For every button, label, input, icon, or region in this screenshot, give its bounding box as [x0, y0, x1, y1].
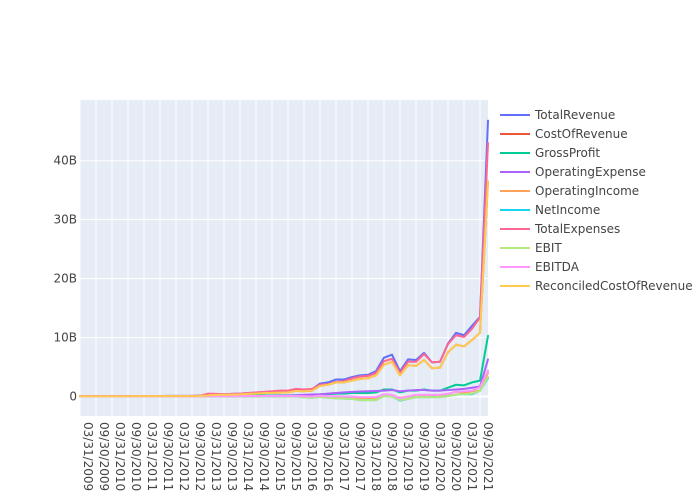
legend-label: OperatingIncome	[535, 184, 639, 198]
x-tick-label: 03/31/2013	[209, 422, 223, 491]
series-line-reconciledcostofrevenue	[79, 180, 489, 398]
legend-label: EBITDA	[535, 260, 580, 274]
x-tick-label: 03/31/2016	[305, 422, 319, 491]
legend-label: TotalExpenses	[534, 222, 620, 236]
x-tick-label: 09/30/2018	[385, 422, 399, 491]
x-tick-label: 03/31/2010	[113, 422, 127, 491]
y-tick-label: 10B	[53, 331, 77, 345]
legend-item-ebitda[interactable]: EBITDA	[500, 260, 580, 274]
legend-label: NetIncome	[535, 203, 600, 217]
legend-label: TotalRevenue	[534, 108, 615, 122]
x-tick-label: 09/30/2009	[97, 422, 111, 491]
x-tick-label: 09/30/2015	[289, 422, 303, 491]
legend-label: GrossProfit	[535, 146, 600, 160]
grid-lines	[79, 100, 488, 416]
legend-label: EBIT	[535, 241, 562, 255]
y-axis: 0 10B 20B 30B 40B	[53, 154, 77, 404]
x-tick-label: 03/31/2009	[81, 422, 95, 491]
x-tick-label: 09/30/2010	[129, 422, 143, 491]
x-tick-label: 09/30/2012	[193, 422, 207, 491]
x-tick-label: 03/31/2012	[177, 422, 191, 491]
legend-item-totalrevenue[interactable]: TotalRevenue	[500, 108, 615, 122]
x-tick-label: 09/30/2021	[481, 422, 495, 491]
x-tick-label: 03/31/2019	[401, 422, 415, 491]
x-tick-label: 09/30/2014	[257, 422, 271, 491]
legend-label: OperatingExpense	[535, 165, 646, 179]
x-axis: 03/31/2009 09/30/2009 03/31/2010 09/30/2010…	[81, 422, 495, 491]
legend-item-netincome[interactable]: NetIncome	[500, 203, 600, 217]
x-tick-label: 09/30/2013	[225, 422, 239, 491]
legend-item-costofrevenue[interactable]: CostOfRevenue	[500, 127, 628, 141]
legend-label: ReconciledCostOfRevenue	[535, 279, 693, 293]
legend-item-totalexpenses[interactable]: TotalExpenses	[500, 222, 620, 236]
series-lines	[79, 119, 489, 402]
legend-label: CostOfRevenue	[535, 127, 628, 141]
legend-item-operatingexpense[interactable]: OperatingExpense	[500, 165, 646, 179]
legend-item-operatingincome[interactable]: OperatingIncome	[500, 184, 639, 198]
y-tick-label: 0	[69, 390, 77, 404]
legend-item-ebit[interactable]: EBIT	[500, 241, 562, 255]
legend[interactable]: TotalRevenue CostOfRevenue GrossProfit Oper…	[500, 108, 693, 293]
x-tick-label: 03/31/2015	[273, 422, 287, 491]
y-tick-label: 30B	[53, 213, 77, 227]
x-tick-label: 09/30/2019	[417, 422, 431, 491]
x-tick-label: 09/30/2020	[449, 422, 463, 491]
x-tick-label: 03/31/2021	[465, 422, 479, 491]
x-tick-label: 03/31/2018	[369, 422, 383, 491]
y-tick-label: 40B	[53, 154, 77, 168]
y-tick-label: 20B	[53, 272, 77, 286]
x-tick-label: 03/31/2017	[337, 422, 351, 491]
legend-item-grossprofit[interactable]: GrossProfit	[500, 146, 600, 160]
legend-item-reconciledcostofrevenue[interactable]: ReconciledCostOfRevenue	[500, 279, 693, 293]
x-tick-label: 09/30/2016	[321, 422, 335, 491]
x-tick-label: 03/31/2011	[145, 422, 159, 491]
x-tick-label: 03/31/2014	[241, 422, 255, 491]
plot-area	[80, 100, 488, 416]
x-tick-label: 09/30/2011	[161, 422, 175, 491]
x-tick-label: 09/30/2017	[353, 422, 367, 491]
x-tick-label: 03/31/2020	[433, 422, 447, 491]
